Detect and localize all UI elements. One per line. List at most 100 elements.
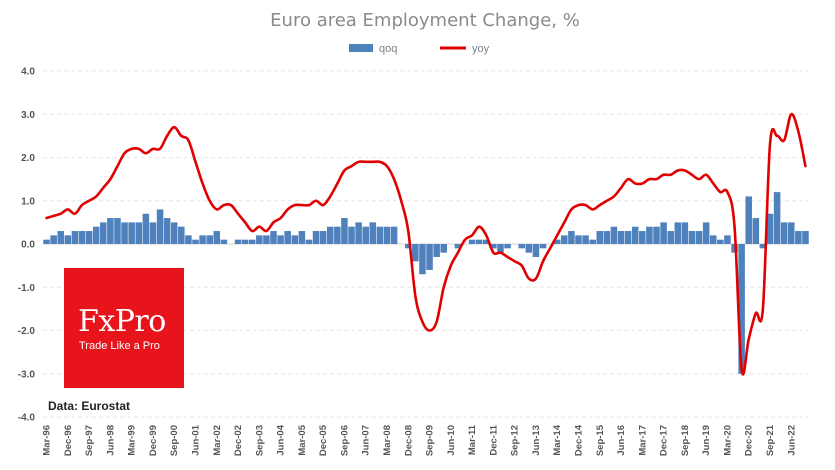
qoq-bar <box>390 226 398 244</box>
qoq-bar <box>745 196 752 244</box>
qoq-bar <box>128 222 135 245</box>
qoq-bar <box>355 222 362 245</box>
y-tick-label: -3.0 <box>18 369 36 380</box>
qoq-bar <box>575 235 582 244</box>
qoq-bar <box>433 244 440 257</box>
x-tick-label: Jun-19 <box>701 425 712 456</box>
qoq-bar <box>362 226 369 244</box>
legend: qoq yoy <box>349 43 490 55</box>
qoq-bar <box>724 235 731 244</box>
qoq-bar <box>291 235 299 244</box>
y-tick-label: 4.0 <box>21 67 35 78</box>
qoq-bar <box>688 231 696 244</box>
qoq-bar <box>43 239 50 244</box>
qoq-bar <box>284 231 291 244</box>
qoq-bar <box>270 231 277 244</box>
qoq-bar <box>483 239 490 244</box>
qoq-bar <box>334 226 341 244</box>
y-tick-label: 2.0 <box>21 153 35 164</box>
x-tick-label: Jun-01 <box>190 424 201 455</box>
qoq-bar <box>582 235 589 244</box>
qoq-bar <box>702 222 710 245</box>
qoq-bar <box>142 213 150 244</box>
qoq-bar <box>596 231 604 244</box>
qoq-bar <box>348 226 355 244</box>
qoq-bar <box>234 239 242 244</box>
qoq-bar <box>156 209 164 244</box>
y-tick-label: 0.0 <box>21 240 35 251</box>
qoq-bar <box>185 235 192 244</box>
qoq-bar <box>660 222 667 245</box>
x-tick-label: Jun-22 <box>786 425 797 456</box>
qoq-bar <box>206 235 213 244</box>
x-tick-label: Jun-10 <box>446 425 457 456</box>
qoq-bar <box>468 239 476 244</box>
x-tick-label: Dec-02 <box>233 425 244 456</box>
qoq-bar <box>412 244 419 262</box>
qoq-bar <box>220 239 228 244</box>
qoq-bar <box>277 235 284 244</box>
x-tick-label: Dec-05 <box>318 424 329 456</box>
legend-qoq-label: qoq <box>379 43 397 55</box>
qoq-bar <box>319 231 327 244</box>
x-tick-label: Dec-08 <box>403 425 414 456</box>
x-tick-label: Mar-14 <box>552 424 563 455</box>
qoq-bar <box>631 226 639 244</box>
qoq-bar <box>717 239 724 244</box>
x-tick-label: Dec-20 <box>744 425 755 456</box>
legend-qoq-swatch <box>349 44 373 52</box>
x-tick-label: Mar-11 <box>467 424 478 455</box>
qoq-bar <box>525 244 533 253</box>
qoq-bar <box>646 226 653 244</box>
x-tick-label: Mar-08 <box>382 425 393 456</box>
qoq-bar <box>170 222 178 245</box>
qoq-bar <box>681 222 689 245</box>
legend-yoy-label: yoy <box>472 43 490 55</box>
qoq-bar <box>369 222 377 245</box>
qoq-bar <box>78 231 86 244</box>
x-tick-label: Sep-06 <box>339 425 350 456</box>
y-tick-label: 3.0 <box>21 110 35 121</box>
qoq-bars <box>43 192 809 374</box>
qoq-bar <box>376 226 384 244</box>
qoq-bar <box>780 222 788 245</box>
qoq-bar <box>518 244 526 249</box>
y-axis: 4.0 3.0 2.0 1.0 0.0 -1.0 -2.0 -3.0 -4.0 <box>18 67 36 424</box>
x-tick-label: Dec-11 <box>488 424 499 455</box>
qoq-bar <box>752 218 760 244</box>
qoq-bar <box>795 231 802 244</box>
x-tick-label: Jun-04 <box>276 424 287 455</box>
x-tick-label: Dec-99 <box>148 425 159 456</box>
x-tick-label: Sep-15 <box>595 424 606 456</box>
qoq-bar <box>617 231 625 244</box>
qoq-bar <box>419 244 426 275</box>
qoq-bar <box>298 231 306 244</box>
qoq-bar <box>71 231 79 244</box>
x-tick-label: Sep-97 <box>84 425 95 456</box>
x-tick-label: Dec-96 <box>63 425 74 456</box>
x-tick-label: Sep-09 <box>425 425 436 456</box>
qoq-bar <box>241 239 249 244</box>
qoq-bar <box>405 244 412 249</box>
qoq-bar <box>773 192 781 244</box>
qoq-bar <box>610 226 618 244</box>
qoq-bar <box>341 218 348 244</box>
qoq-bar <box>695 231 703 244</box>
x-tick-label: Dec-17 <box>659 425 670 456</box>
y-tick-label: -4.0 <box>18 413 36 424</box>
qoq-bar <box>561 235 568 244</box>
qoq-bar <box>589 239 596 244</box>
qoq-bar <box>475 239 483 244</box>
x-tick-label: Sep-21 <box>765 424 776 456</box>
x-tick-label: Mar-99 <box>127 425 138 456</box>
qoq-bar <box>107 218 114 244</box>
qoq-bar <box>85 231 93 244</box>
qoq-bar <box>248 239 256 244</box>
qoq-bar <box>426 244 433 270</box>
qoq-bar <box>709 235 717 244</box>
qoq-bar <box>92 226 100 244</box>
qoq-bar <box>326 226 334 244</box>
qoq-bar <box>149 222 157 245</box>
x-tick-label: Mar-20 <box>722 425 733 456</box>
fxpro-logo: FxPro Trade Like a Pro <box>64 268 184 388</box>
